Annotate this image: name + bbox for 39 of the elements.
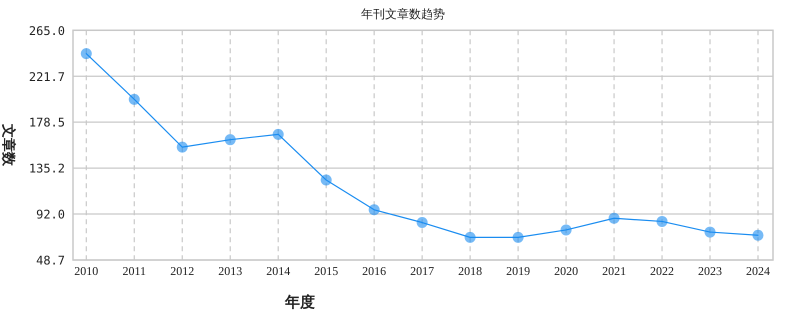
y-tick-label: 178.5 (28, 116, 65, 130)
x-tick-label: 2021 (602, 264, 626, 278)
y-tick-label: 265.0 (28, 24, 65, 38)
point (128, 94, 140, 105)
y-tick-label: 48.7 (36, 254, 65, 268)
x-tick-label: 2016 (362, 264, 386, 278)
point (752, 230, 764, 241)
point (176, 142, 188, 153)
point (656, 216, 668, 227)
point (608, 212, 620, 224)
x-tick-label: 2012 (170, 264, 194, 278)
point (416, 217, 428, 228)
x-tick-label: 2011 (122, 264, 146, 278)
x-tick-label: 2017 (410, 264, 434, 278)
chart-title: 年刊文章数趋势 (361, 7, 445, 21)
x-tick-label: 2022 (650, 264, 674, 278)
x-tick-label: 2023 (698, 264, 722, 278)
x-tick-label: 2013 (218, 264, 242, 278)
point (560, 224, 572, 236)
x-tick-label: 2015 (314, 264, 338, 278)
y-tick-label: 135.2 (28, 162, 65, 176)
x-tick-label: 2014 (266, 264, 290, 278)
point (704, 226, 716, 238)
x-tick-label: 2019 (506, 264, 530, 278)
y-tick-label: 92.0 (36, 208, 65, 222)
x-tick-label: 2024 (746, 264, 770, 278)
point (80, 48, 92, 60)
x-tick-label: 2020 (554, 264, 578, 278)
point (320, 174, 332, 186)
x-axis-title: 年度 (284, 293, 315, 311)
point (512, 232, 524, 243)
point (224, 134, 236, 146)
point (272, 128, 284, 140)
y-axis-title: 文章数 (0, 123, 17, 167)
y-tick-label: 221.7 (28, 70, 65, 84)
point (464, 232, 476, 243)
point (368, 204, 380, 216)
x-tick-label: 2018 (458, 264, 482, 278)
x-tick-label: 2010 (74, 264, 98, 278)
